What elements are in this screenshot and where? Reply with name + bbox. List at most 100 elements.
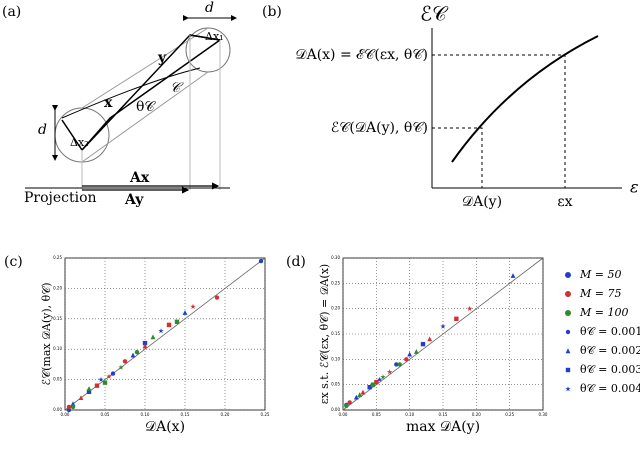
point [510,273,516,278]
label: Ay [124,192,144,208]
y-tick-label: 0.15 [331,331,340,336]
point [166,322,172,328]
point [420,341,426,347]
point [353,394,359,400]
point [214,295,220,300]
label: y [157,50,167,66]
point [142,343,148,349]
panel-label: (b) [262,4,282,20]
legend-marker [565,291,571,297]
x-tick-label: 0.10 [141,412,150,417]
point [190,303,196,309]
x-tick-label: 0.05 [372,412,381,417]
label: d [205,0,214,16]
point [130,352,136,358]
point [376,376,383,382]
x-tick-label: 0.15 [439,412,448,417]
legend-marker [565,329,571,335]
point [454,316,459,321]
point [106,373,112,379]
point [110,371,116,376]
point [374,379,379,385]
y-tick-label: 0.10 [53,346,62,351]
point [386,369,393,375]
x-tick-label: 0.05 [101,412,110,417]
point [413,349,419,354]
label: d [38,122,47,138]
curve [451,35,599,163]
label: Ax [129,170,150,186]
point [466,305,473,311]
panel-label: (c) [4,254,23,270]
label: ε [630,178,639,197]
label: x [104,95,113,111]
label: ℰ𝒞 [420,2,449,26]
point [122,359,128,364]
y-tick-label: 0.05 [53,377,62,382]
guide [432,54,566,188]
point [98,376,104,382]
x-tick-label: 0.10 [405,412,414,417]
y-tick-label: 0.20 [53,285,62,290]
y-tick-label: 0.30 [331,255,340,260]
point [258,258,264,264]
legend-marker [565,310,571,316]
tangent [81,27,209,109]
point [344,403,349,409]
y-tick-label: 0.25 [331,280,340,285]
y-tick-label: 0.10 [331,356,340,361]
point [360,389,366,395]
y-tick-label: 0.00 [53,407,62,412]
x-tick-label: 0.00 [339,412,348,417]
point [394,362,399,367]
x-tick-label: 0.20 [472,412,481,417]
label: 𝒟A(y) [462,194,502,210]
tangent [81,71,209,163]
legend-marker [565,386,571,392]
point [357,392,363,397]
legend-label: M = 75 [579,287,621,300]
point [182,310,188,315]
point [158,328,164,334]
point [397,362,402,367]
point [70,404,76,410]
point [427,336,433,342]
point [347,400,352,405]
y-axis-label: εx s.t. ℰ𝒞(εx, θ𝒞) = 𝒟A(x) [318,264,331,404]
label: εx [557,194,572,210]
y-tick-label: 0.20 [331,306,340,311]
legend-label: M = 50 [579,268,621,281]
point [142,340,148,346]
x-tick-label: 0.30 [539,412,548,417]
point [78,395,84,401]
label: Δx₁ [205,30,224,43]
point [174,319,180,325]
point [66,404,72,410]
panel-a [25,15,237,194]
point [380,374,386,380]
guide [432,127,483,188]
legend-label: θ𝒞 = 0.002 [580,344,640,357]
x-tick-label: 0.25 [261,412,270,417]
vector-y [81,34,221,151]
y-axis-label: ℰ𝒞(max 𝒟A(y), θ𝒞) [40,282,53,385]
y-tick-label: 0.05 [331,382,340,387]
point [134,350,140,355]
point [86,386,92,391]
point [66,407,72,413]
label: 𝒟A(x) = ℰ𝒞(εx, θ𝒞) [295,47,428,63]
y-tick-label: 0.15 [53,316,62,321]
label: Projection [24,190,97,206]
label: 𝒞 [170,80,184,96]
panel-label: (d) [286,254,306,270]
legend-label: M = 100 [579,306,628,319]
point [102,380,108,385]
legend-marker [565,272,571,278]
dx1 [189,34,221,41]
diagonal [342,257,544,411]
legend-marker [565,348,571,354]
point [404,357,409,362]
x-tick-label: 0.15 [181,412,190,417]
point [94,383,100,388]
point [70,401,76,407]
